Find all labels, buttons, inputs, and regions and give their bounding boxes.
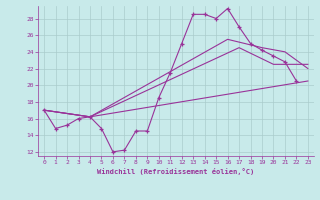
X-axis label: Windchill (Refroidissement éolien,°C): Windchill (Refroidissement éolien,°C): [97, 168, 255, 175]
